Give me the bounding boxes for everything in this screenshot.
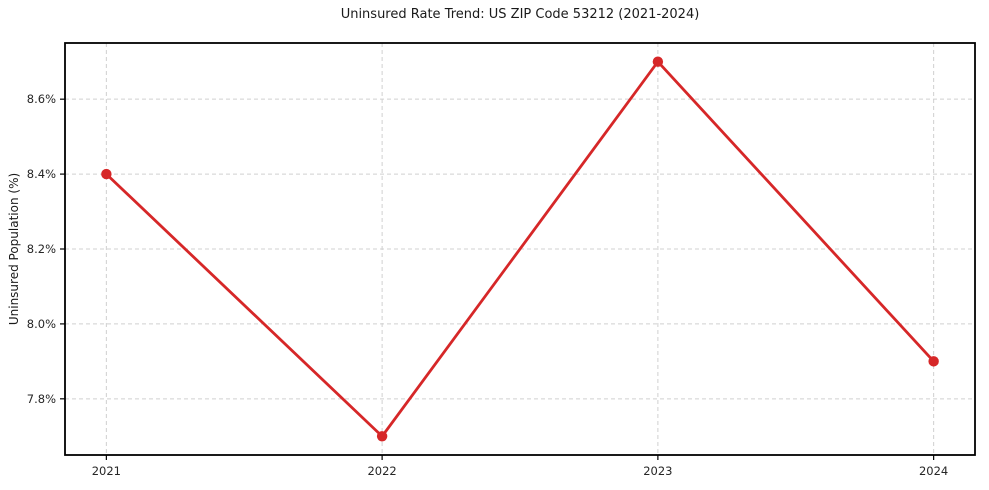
x-tick-label: 2024 <box>919 464 948 478</box>
y-tick-label: 8.0% <box>27 317 56 331</box>
trend-line <box>104 60 936 438</box>
data-point-2022 <box>376 431 388 442</box>
y-tick-label: 8.6% <box>27 92 56 106</box>
data-point-2021 <box>101 168 112 180</box>
x-tick-label: 2023 <box>643 464 672 478</box>
y-tick-label: 8.2% <box>27 242 56 256</box>
y-tick-label: 8.4% <box>27 167 56 181</box>
x-tick-label: 2022 <box>367 464 396 478</box>
x-tick-label: 2021 <box>92 464 121 478</box>
data-point-2024 <box>928 356 939 367</box>
data-point-2023 <box>652 56 664 67</box>
chart-title: Uninsured Rate Trend: US ZIP Code 53212 … <box>340 7 700 22</box>
y-tick-label: 7.8% <box>27 392 56 406</box>
